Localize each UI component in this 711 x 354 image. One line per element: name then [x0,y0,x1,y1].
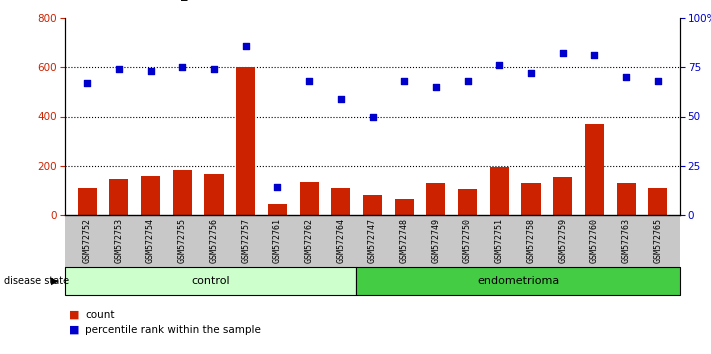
Point [430,84,442,90]
Bar [363,195,382,215]
Bar [268,204,287,215]
Text: count: count [85,310,114,320]
Bar [356,267,680,295]
Text: GSM572753: GSM572753 [114,218,124,263]
Point [493,62,505,68]
Bar [205,173,223,215]
Point [525,70,537,76]
Point [208,67,220,72]
Text: disease state: disease state [4,276,69,286]
Text: GSM572752: GSM572752 [82,218,92,263]
Point [82,80,93,86]
Text: GSM572762: GSM572762 [304,218,314,263]
Text: GSM572765: GSM572765 [653,218,663,263]
Text: endometrioma: endometrioma [477,276,560,286]
Text: GSM572757: GSM572757 [241,218,250,263]
Bar [173,170,192,215]
Point [240,43,252,48]
Point [557,51,568,56]
Bar [109,178,129,215]
Bar [236,67,255,215]
Text: GSM572764: GSM572764 [336,218,346,263]
Bar [65,267,356,295]
Point [272,184,283,190]
Point [176,64,188,70]
Bar [553,177,572,215]
Bar [331,188,351,215]
Bar [521,183,540,215]
Text: control: control [191,276,230,286]
Point [113,67,124,72]
Point [398,78,410,84]
Text: GSM572747: GSM572747 [368,218,377,263]
Bar [77,188,97,215]
Text: GSM572763: GSM572763 [621,218,631,263]
Point [304,78,315,84]
Text: GSM572758: GSM572758 [527,218,535,263]
Text: GSM572749: GSM572749 [432,218,440,263]
Point [335,96,346,102]
Text: GSM572756: GSM572756 [210,218,218,263]
Bar [585,124,604,215]
Text: GSM572760: GSM572760 [590,218,599,263]
Text: GSM572761: GSM572761 [273,218,282,263]
Point [145,68,156,74]
Bar [299,182,319,215]
Text: ▶: ▶ [50,276,58,286]
Bar [141,176,160,215]
Bar [427,183,445,215]
Text: GSM572759: GSM572759 [558,218,567,263]
Point [589,53,600,58]
Text: GSM572751: GSM572751 [495,218,504,263]
Point [621,74,632,80]
Text: ■: ■ [68,325,79,335]
Point [367,114,378,119]
Text: GSM572754: GSM572754 [146,218,155,263]
Text: percentile rank within the sample: percentile rank within the sample [85,325,261,335]
Bar [395,199,414,215]
Bar [648,188,668,215]
Point [652,78,663,84]
Text: ■: ■ [68,310,79,320]
Bar [458,189,477,215]
Text: GSM572748: GSM572748 [400,218,409,263]
Text: GSM572750: GSM572750 [463,218,472,263]
Text: GSM572755: GSM572755 [178,218,187,263]
Bar [616,183,636,215]
Bar [490,167,509,215]
Point [462,78,474,84]
